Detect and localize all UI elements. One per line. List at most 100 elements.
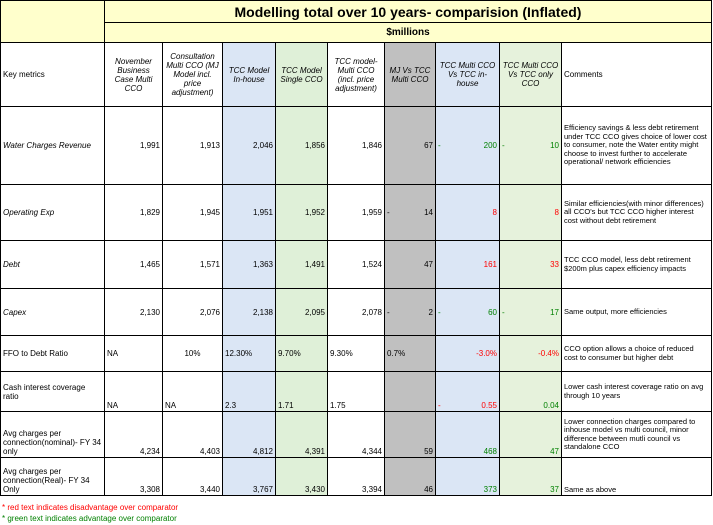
negative-dash: - [387, 307, 390, 317]
cell-value: 8 [499, 184, 562, 241]
cell-value: 2,130 [104, 288, 163, 336]
cell-value: 4,234 [104, 411, 163, 458]
cell-value: 1,856 [275, 106, 328, 185]
table-row: Capex 2,130 2,076 2,138 2,095 2,078 -2 -… [0, 288, 712, 336]
header-comments: Comments [561, 42, 712, 107]
cell-value: 8 [435, 184, 500, 241]
cell-value: 47 [384, 240, 436, 289]
header-key-metrics: Key metrics [0, 42, 105, 107]
header-inhouse: TCC Model In-house [222, 42, 276, 107]
comment-cell: Efficiency savings & less debt retiremen… [561, 106, 712, 185]
cell-value: - 60 [435, 288, 500, 336]
cell-value: 1,491 [275, 240, 328, 289]
header-mj-vs-tcc: MJ Vs TCC Multi CCO [384, 42, 436, 107]
cell-value: 2,076 [162, 288, 223, 336]
cell-value: - 14 [384, 184, 436, 241]
cell-value: 1.75 [327, 371, 385, 412]
delta-value: 60 [488, 307, 497, 317]
cell-value: 3,308 [104, 457, 163, 496]
table-row: Operating Exp 1,829 1,945 1,951 1,952 1,… [0, 184, 712, 241]
header-multi-vs-only: TCC Multi CCO Vs TCC only CCO [499, 42, 562, 107]
negative-dash: - [502, 307, 505, 317]
cell-value: 1,571 [162, 240, 223, 289]
cell-value: 1,952 [275, 184, 328, 241]
cell-value: 3,430 [275, 457, 328, 496]
cell-value: 2.3 [222, 371, 276, 412]
delta-value: 2 [428, 307, 433, 317]
cell-value: 2,095 [275, 288, 328, 336]
comment-cell: CCO option allows a choice of reduced co… [561, 335, 712, 372]
metric-label: Cash interest coverage ratio [0, 371, 105, 412]
cell-value: 161 [435, 240, 500, 289]
cell-value: 33 [499, 240, 562, 289]
cell-value: 46 [384, 457, 436, 496]
page-subtitle: $millions [104, 22, 712, 43]
cell-value: 47 [499, 411, 562, 458]
cell-value: 4,344 [327, 411, 385, 458]
comment-cell: Lower connection charges compared to inh… [561, 411, 712, 458]
delta-value: 10 [550, 141, 559, 150]
negative-dash: - [438, 307, 441, 317]
metric-label: Capex [0, 288, 105, 336]
table-row: Water Charges Revenue 1,991 1,913 2,046 … [0, 106, 712, 185]
negative-dash: - [438, 401, 441, 410]
comment-cell: Lower cash interest coverage ratio on av… [561, 371, 712, 412]
cell-value: 1,846 [327, 106, 385, 185]
cell-value: -3.0% [435, 335, 500, 372]
footnote-red: * red text indicates disadvantage over c… [2, 503, 179, 512]
cell-value: - 0.55 [435, 371, 500, 412]
header-consultation: Consultation Multi CCO (MJ Model incl. p… [162, 42, 223, 107]
cell-value: 3,767 [222, 457, 276, 496]
footnote-green: * green text indicates advantage over co… [2, 514, 177, 523]
cell-value: - 10 [499, 106, 562, 185]
cell-value: 37 [499, 457, 562, 496]
cell-value: NA [104, 335, 163, 372]
metric-label: Avg charges per connection(nominal)- FY … [0, 411, 105, 458]
metric-label: FFO to Debt Ratio [0, 335, 105, 372]
delta-value: 17 [550, 307, 559, 317]
cell-value: 2,138 [222, 288, 276, 336]
cell-value: 0.7% [384, 335, 436, 372]
cell-value: 1,363 [222, 240, 276, 289]
cell-value: 468 [435, 411, 500, 458]
cell-value: 9.70% [275, 335, 328, 372]
cell-value: 1,913 [162, 106, 223, 185]
negative-dash: - [387, 208, 390, 217]
comment-cell: Same as above [561, 457, 712, 496]
header-november: November Business Case Multi CCO [104, 42, 163, 107]
comment-cell: Similar efficiencies(with minor differen… [561, 184, 712, 241]
negative-dash: - [502, 141, 505, 150]
cell-value: - 200 [435, 106, 500, 185]
cell-value: 59 [384, 411, 436, 458]
cell-value: 2,078 [327, 288, 385, 336]
cell-value: 373 [435, 457, 500, 496]
negative-dash: - [438, 141, 441, 150]
table-row: Avg charges per connection(Real)- FY 34 … [0, 457, 712, 496]
cell-value: -2 [384, 288, 436, 336]
cell-value: - 17 [499, 288, 562, 336]
cell-value: 1,465 [104, 240, 163, 289]
table-row: Avg charges per connection(nominal)- FY … [0, 411, 712, 458]
delta-value: 0.55 [481, 401, 497, 410]
cell-value: 1,945 [162, 184, 223, 241]
cell-value: 12.30% [222, 335, 276, 372]
delta-value: 14 [424, 208, 433, 217]
cell-value [384, 371, 436, 412]
table-row: FFO to Debt Ratio NA 10% 12.30% 9.70% 9.… [0, 335, 712, 372]
cell-value: 3,394 [327, 457, 385, 496]
cell-value: 10% [162, 335, 223, 372]
metric-label: Debt [0, 240, 105, 289]
cell-value: 1,991 [104, 106, 163, 185]
cell-value: NA [104, 371, 163, 412]
header-single-cco: TCC Model Single CCO [275, 42, 328, 107]
table-row: Debt 1,465 1,571 1,363 1,491 1,524 47 16… [0, 240, 712, 289]
cell-value: 1.71 [275, 371, 328, 412]
comment-cell: Same output, more efficiencies [561, 288, 712, 336]
header-row: Key metrics November Business Case Multi… [0, 42, 712, 107]
cell-value: 2,046 [222, 106, 276, 185]
metric-label: Operating Exp [0, 184, 105, 241]
page-title: Modelling total over 10 years- comparisi… [104, 0, 712, 23]
cell-value: 1,951 [222, 184, 276, 241]
cell-value: 4,403 [162, 411, 223, 458]
